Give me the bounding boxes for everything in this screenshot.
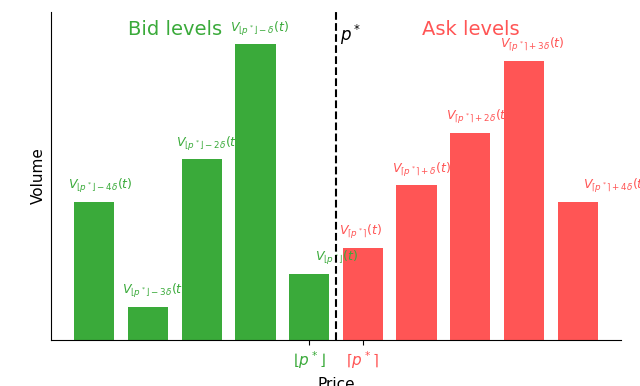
Bar — [504, 61, 544, 340]
Bar — [74, 202, 115, 340]
Text: $V_{\lfloor p^*\rfloor-2\delta}(t)$: $V_{\lfloor p^*\rfloor-2\delta}(t)$ — [176, 135, 241, 152]
Text: $V_{\lceil p^*\rceil+4\delta}(t)$: $V_{\lceil p^*\rceil+4\delta}(t)$ — [583, 177, 640, 195]
Bar — [128, 307, 168, 340]
Text: Ask levels: Ask levels — [422, 20, 519, 39]
Text: $V_{\lceil p^*\rceil}(t)$: $V_{\lceil p^*\rceil}(t)$ — [339, 223, 381, 241]
Bar — [289, 274, 330, 340]
Bar — [557, 202, 598, 340]
Text: $V_{\lceil p^*\rceil+\delta}(t)$: $V_{\lceil p^*\rceil+\delta}(t)$ — [392, 161, 451, 179]
Bar — [182, 159, 222, 340]
Text: $V_{\lfloor p^*\rfloor}(t)$: $V_{\lfloor p^*\rfloor}(t)$ — [314, 249, 358, 267]
Y-axis label: Volume: Volume — [31, 147, 45, 204]
Text: $V_{\lceil p^*\rceil+3\delta}(t)$: $V_{\lceil p^*\rceil+3\delta}(t)$ — [500, 36, 564, 54]
Text: $V_{\lceil p^*\rceil+2\delta}(t)$: $V_{\lceil p^*\rceil+2\delta}(t)$ — [446, 108, 511, 126]
Text: $V_{\lfloor p^*\rfloor-3\delta}(t)$: $V_{\lfloor p^*\rfloor-3\delta}(t)$ — [122, 282, 187, 300]
Text: $V_{\lfloor p^*\rfloor-\delta}(t)$: $V_{\lfloor p^*\rfloor-\delta}(t)$ — [230, 20, 289, 38]
Bar — [450, 133, 490, 340]
Bar — [396, 186, 436, 340]
Text: $V_{\lfloor p^*\rfloor-4\delta}(t)$: $V_{\lfloor p^*\rfloor-4\delta}(t)$ — [68, 177, 133, 195]
Bar — [236, 44, 276, 340]
Text: $p^*$: $p^*$ — [340, 22, 361, 47]
Text: Bid levels: Bid levels — [128, 20, 222, 39]
X-axis label: Price: Price — [317, 377, 355, 386]
Bar — [342, 248, 383, 340]
